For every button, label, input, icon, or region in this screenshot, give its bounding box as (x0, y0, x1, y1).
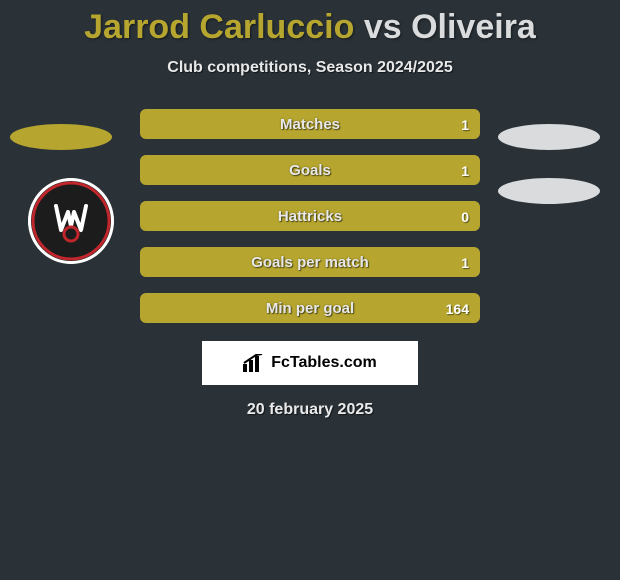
stat-row-goals-per-match: Goals per match 1 (140, 247, 480, 277)
stat-row-goals: Goals 1 (140, 155, 480, 185)
watermark-text: FcTables.com (271, 354, 377, 372)
stat-right-value: 1 (461, 156, 469, 186)
player1-name: Jarrod Carluccio (84, 8, 354, 46)
stat-row-hattricks: Hattricks 0 (140, 201, 480, 231)
stat-label: Goals per match (141, 248, 479, 278)
stat-right-value: 0 (461, 202, 469, 232)
stat-label: Min per goal (141, 294, 479, 324)
stat-label: Goals (141, 156, 479, 186)
fctables-watermark: FcTables.com (202, 341, 418, 385)
stat-row-min-per-goal: Min per goal 164 (140, 293, 480, 323)
stat-label: Hattricks (141, 202, 479, 232)
stat-right-value: 164 (446, 294, 469, 324)
vs-label: vs (364, 8, 402, 46)
stats-area: Matches 1 Goals 1 Hattricks 0 Goals per … (0, 109, 620, 323)
player2-name: Oliveira (411, 8, 536, 46)
comparison-title: Jarrod Carluccio vs Oliveira (0, 0, 620, 47)
bars-icon (243, 354, 265, 372)
stat-row-matches: Matches 1 (140, 109, 480, 139)
stat-label: Matches (141, 110, 479, 140)
footer-date: 20 february 2025 (0, 401, 620, 419)
stat-right-value: 1 (461, 110, 469, 140)
stat-right-value: 1 (461, 248, 469, 278)
subtitle: Club competitions, Season 2024/2025 (0, 59, 620, 77)
